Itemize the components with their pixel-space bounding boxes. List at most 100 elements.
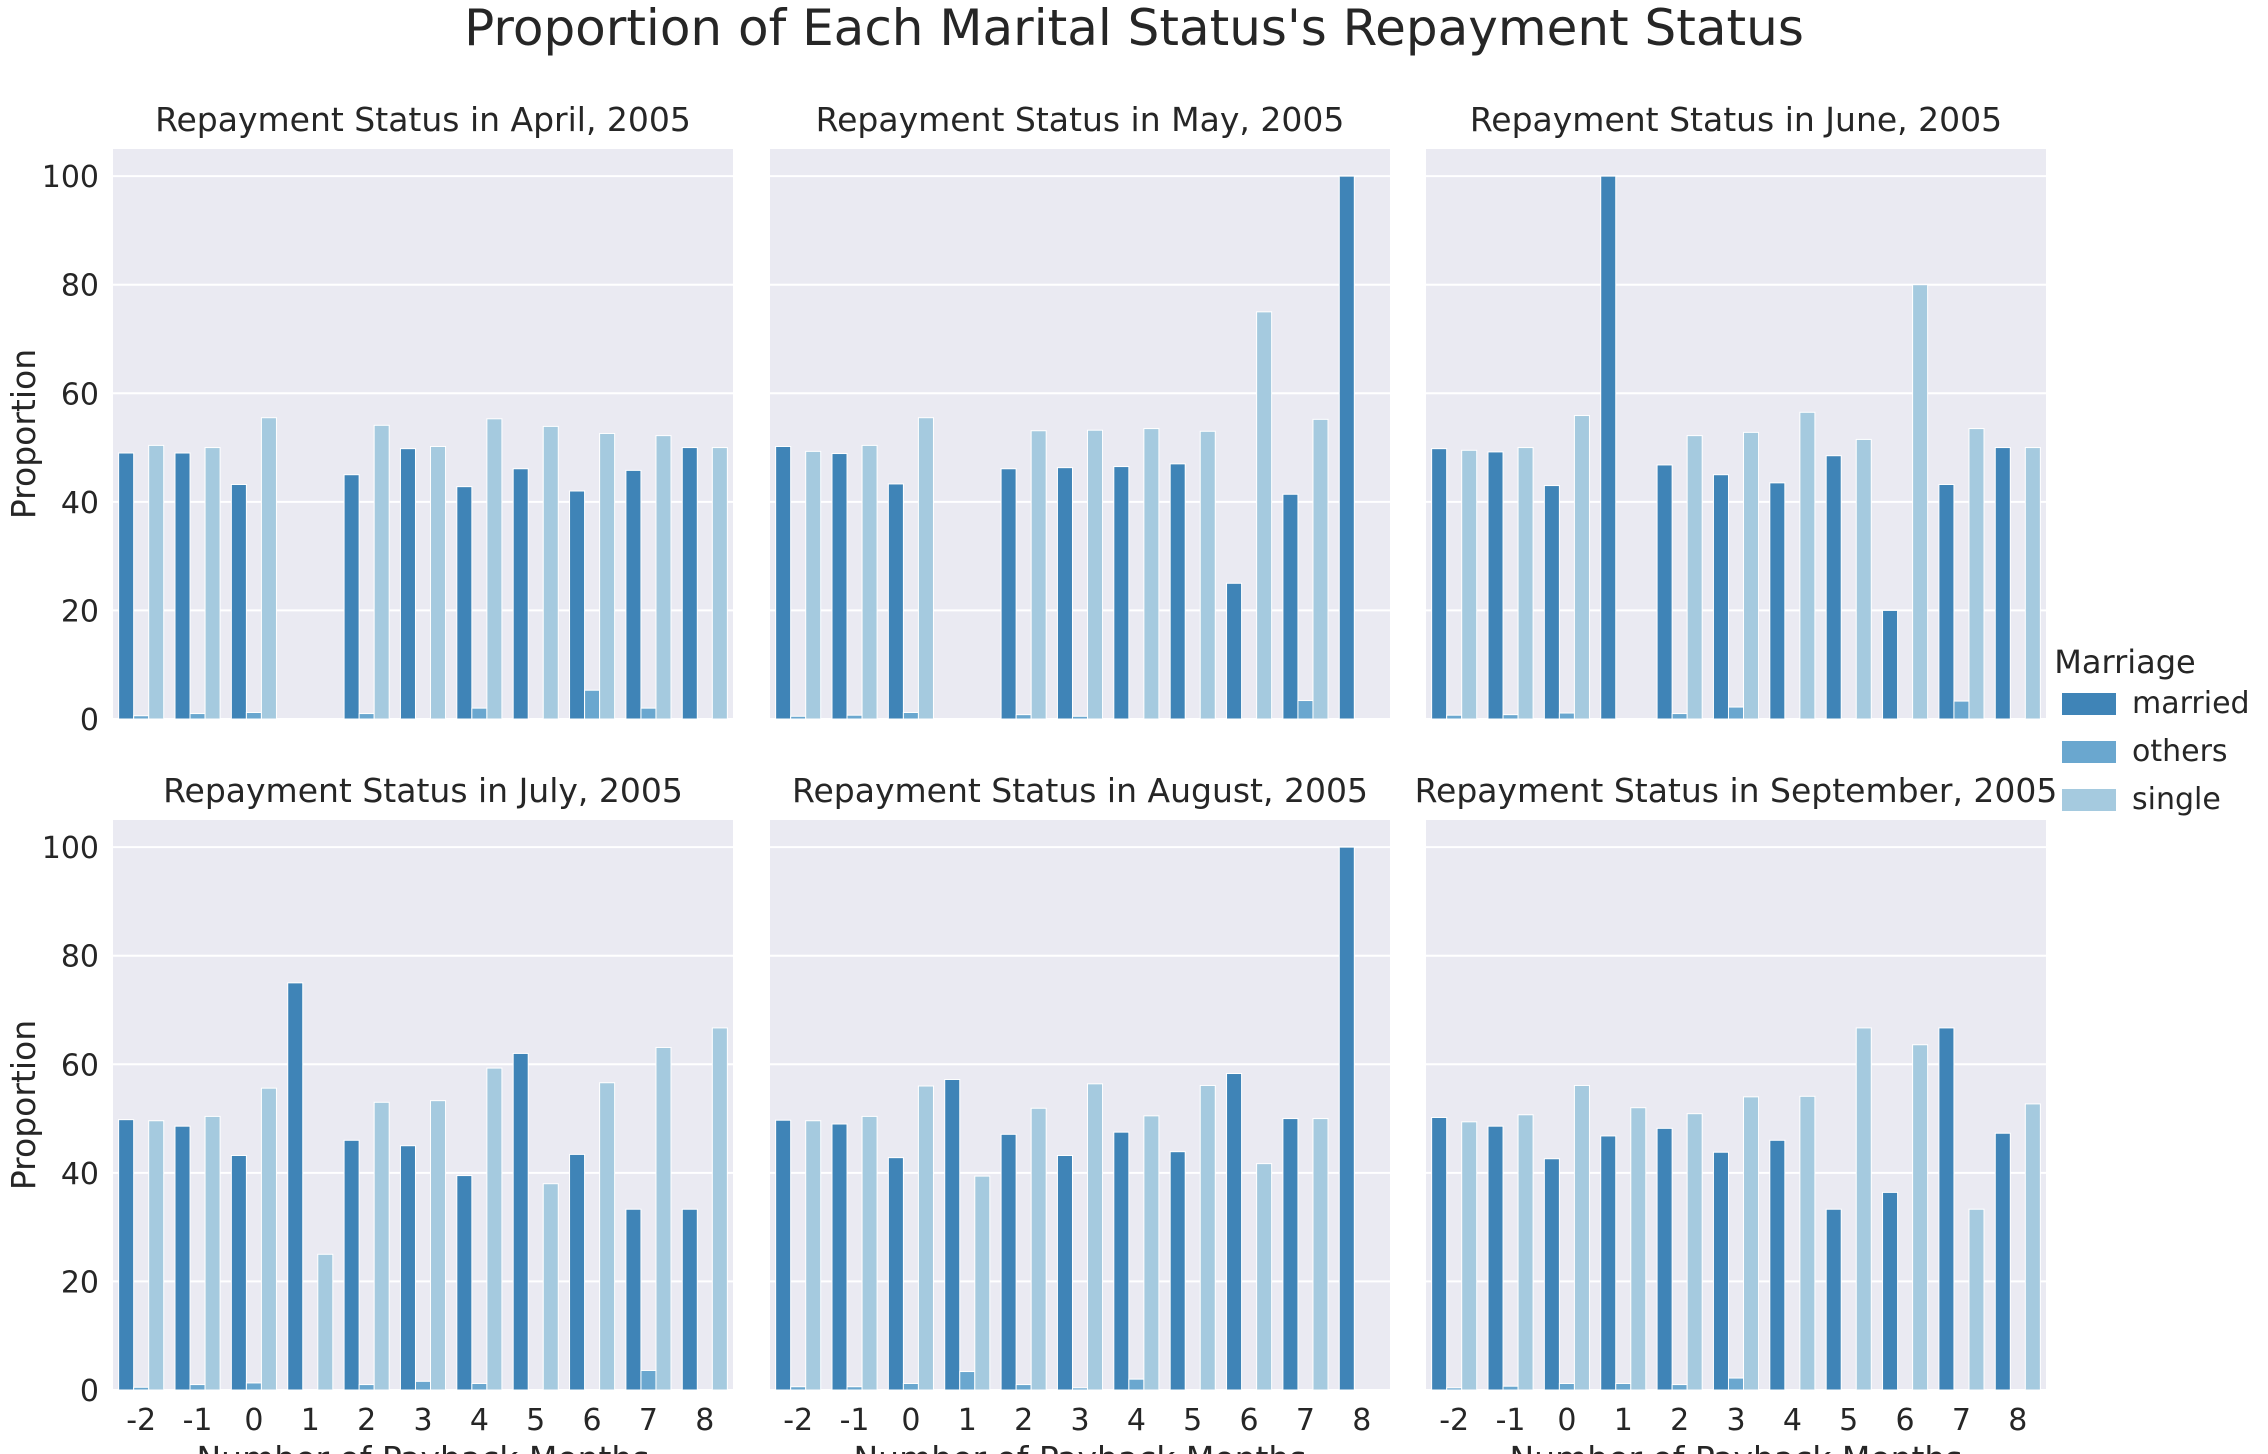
bar-married-6 — [569, 1153, 586, 1391]
x-tick-label: 8 — [695, 1403, 714, 1438]
y-tick-label: 0 — [80, 1374, 99, 1409]
bar-single-8 — [2024, 1103, 2041, 1391]
panel-3: Repayment Status in June, 2005 — [1426, 100, 2046, 720]
bar-others-7 — [1297, 700, 1314, 720]
legend-label-married: married — [2132, 686, 2250, 721]
bar-others-0 — [245, 1382, 262, 1391]
bar-single-4 — [1799, 411, 1816, 720]
bar-others-3 — [1727, 1377, 1745, 1391]
bar-single-4 — [486, 1067, 503, 1391]
bar-married--2 — [775, 1119, 792, 1391]
bar-others-3 — [1071, 715, 1089, 720]
bar-others-1 — [959, 1371, 976, 1391]
bar-single--2 — [805, 1120, 822, 1391]
bar-married-2 — [1656, 1127, 1673, 1391]
bar-others-2 — [1015, 714, 1032, 720]
bar-single-7 — [1968, 428, 1985, 720]
bar-married-2 — [343, 1139, 360, 1391]
bar-married-5 — [512, 468, 529, 720]
y-tick-label: 80 — [61, 269, 99, 304]
bar-married-1 — [1600, 175, 1617, 720]
bar-others--1 — [846, 1386, 863, 1391]
bar-others-1 — [1615, 1382, 1632, 1391]
bar-married-3 — [1712, 474, 1729, 720]
panel-title: Repayment Status in May, 2005 — [816, 100, 1345, 139]
bar-single-5 — [1855, 438, 1872, 720]
bar-married-2 — [1000, 1133, 1017, 1391]
x-tick-label: 4 — [1783, 1403, 1802, 1438]
bar-married-3 — [1712, 1151, 1729, 1391]
bar-single-2 — [1686, 435, 1703, 720]
bar-others-7 — [640, 707, 657, 720]
x-axis-label: Number of Payback Months — [853, 1439, 1306, 1454]
bar-single--2 — [1461, 1121, 1478, 1391]
panel-2: Repayment Status in May, 2005 — [770, 100, 1390, 720]
bar-single-7 — [1312, 418, 1329, 720]
bar-others-2 — [358, 1384, 375, 1391]
bar-single-4 — [486, 418, 503, 720]
x-tick-label: 2 — [1670, 1403, 1689, 1438]
legend-swatch-others — [2062, 741, 2116, 763]
bar-married-3 — [1056, 1154, 1073, 1391]
bar-married-2 — [1000, 468, 1017, 720]
x-tick-label: 5 — [526, 1403, 545, 1438]
bar-single-0 — [1573, 415, 1590, 720]
x-tick-label: 7 — [1296, 1403, 1315, 1438]
bar-married--1 — [1487, 451, 1504, 720]
bar-others--2 — [790, 715, 807, 720]
panel-4: 0 20 40 60 80 100 -2 -1 0 1 2 3 4 5 6 7 8 Repayment Statu… — [4, 771, 733, 1454]
bar-others-2 — [358, 713, 375, 720]
bar-single-3 — [1743, 1096, 1760, 1391]
y-axis-label: Proportion — [4, 349, 43, 519]
bar-married-7 — [1938, 483, 1955, 720]
x-tick-label: 8 — [1352, 1403, 1371, 1438]
bar-others--2 — [1446, 714, 1463, 720]
x-tick-label: 3 — [413, 1403, 432, 1438]
x-tick-label: 3 — [1070, 1403, 1089, 1438]
bar-married-4 — [1769, 482, 1786, 720]
y-tick-label: 80 — [61, 940, 99, 975]
panel-5: -2 -1 0 1 2 3 4 5 6 7 8 Repayment Status in August,… — [770, 771, 1390, 1454]
bar-single-6 — [1912, 1044, 1929, 1391]
bar-single-2 — [373, 1101, 390, 1391]
y-tick-label: 20 — [61, 594, 99, 629]
x-tick-label: 7 — [1952, 1403, 1971, 1438]
x-axis-label: Number of Payback Months — [1509, 1439, 1962, 1454]
bar-single-0 — [260, 1087, 277, 1391]
legend: Marriage married others single — [2054, 643, 2249, 817]
y-tick-label: 40 — [61, 1157, 99, 1192]
bar-single-5 — [1199, 430, 1216, 720]
legend-swatch-single — [2062, 789, 2116, 811]
bar-single-2 — [1030, 1107, 1047, 1391]
panel-title: Repayment Status in August, 2005 — [792, 771, 1368, 810]
legend-label-others: others — [2132, 734, 2228, 769]
bar-married-4 — [456, 1175, 473, 1391]
x-tick-label: 8 — [2008, 1403, 2027, 1438]
bar-single-3 — [430, 1100, 447, 1391]
bar-others--1 — [1502, 714, 1519, 720]
panel-6: -2 -1 0 1 2 3 4 5 6 7 8 Repayment Status in Septemb… — [1415, 771, 2058, 1454]
x-tick-label: 2 — [357, 1403, 376, 1438]
bar-married-7 — [1938, 1027, 1955, 1391]
panel-title: Repayment Status in June, 2005 — [1470, 100, 2002, 139]
bar-single-5 — [1199, 1084, 1216, 1391]
bar-others-2 — [1671, 1384, 1688, 1391]
bar-single-0 — [917, 1085, 934, 1391]
bar-married-2 — [1656, 464, 1673, 720]
bar-single--2 — [148, 1120, 165, 1391]
x-tick-label: -2 — [1439, 1403, 1469, 1438]
bar-others-2 — [1015, 1384, 1032, 1391]
bar-single--1 — [1517, 1114, 1534, 1391]
bar-married--1 — [831, 1123, 848, 1391]
bar-married--2 — [1431, 448, 1448, 720]
y-tick-label: 100 — [42, 831, 99, 866]
bar-single--2 — [148, 444, 165, 720]
x-tick-label: 2 — [1014, 1403, 1033, 1438]
bar-others--2 — [133, 715, 150, 720]
x-tick-label: 0 — [244, 1403, 263, 1438]
y-tick-label: 20 — [61, 1265, 99, 1300]
bar-single-3 — [1087, 1083, 1104, 1391]
bar-single-7 — [1312, 1118, 1329, 1391]
bar-married-4 — [1113, 466, 1130, 720]
bar-single-6 — [1256, 1163, 1273, 1391]
